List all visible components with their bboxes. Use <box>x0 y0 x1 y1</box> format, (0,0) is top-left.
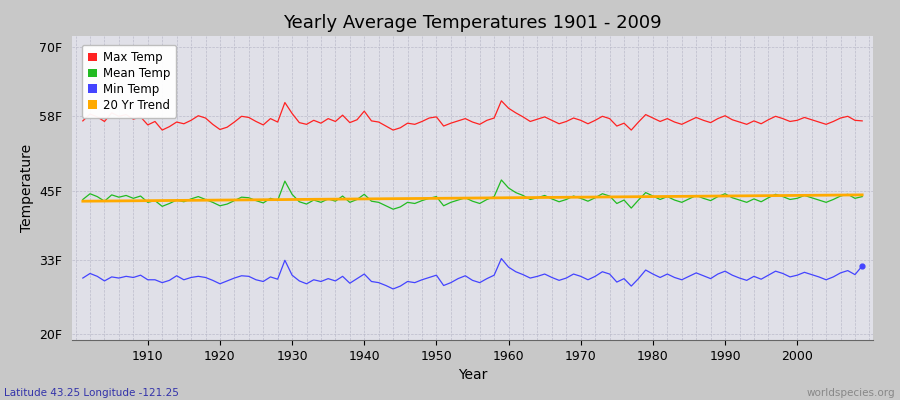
Legend: Max Temp, Mean Temp, Min Temp, 20 Yr Trend: Max Temp, Mean Temp, Min Temp, 20 Yr Tre… <box>82 45 176 118</box>
Text: worldspecies.org: worldspecies.org <box>807 388 896 398</box>
Point <box>855 263 869 269</box>
Text: Latitude 43.25 Longitude -121.25: Latitude 43.25 Longitude -121.25 <box>4 388 179 398</box>
X-axis label: Year: Year <box>458 368 487 382</box>
Y-axis label: Temperature: Temperature <box>20 144 33 232</box>
Title: Yearly Average Temperatures 1901 - 2009: Yearly Average Temperatures 1901 - 2009 <box>284 14 662 32</box>
